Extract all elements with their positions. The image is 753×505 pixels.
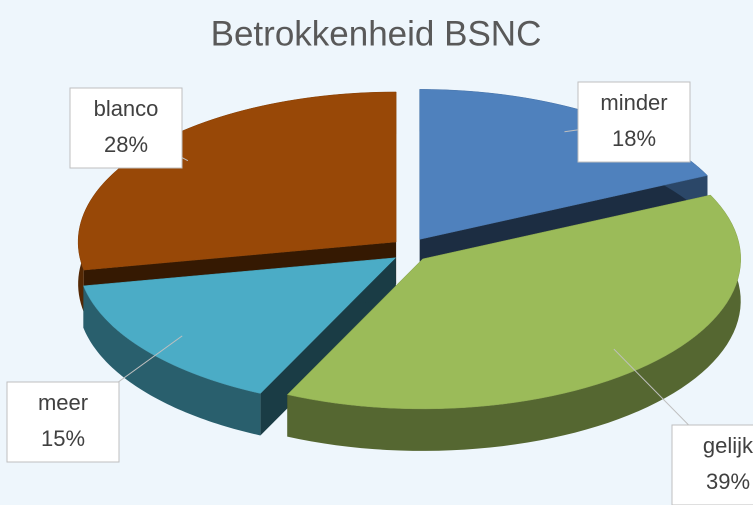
- data-label-value: 28%: [104, 132, 148, 157]
- data-label-box: [6, 381, 120, 463]
- slice-rim: [83, 285, 261, 436]
- data-label-box: [577, 81, 691, 163]
- slice-top: [286, 194, 741, 410]
- data-label-value: 18%: [612, 126, 656, 151]
- chart-title: Betrokkenheid BSNC: [211, 14, 542, 53]
- data-label-name: gelijk: [703, 433, 753, 458]
- data-label-box: [671, 424, 753, 505]
- data-label-value: 39%: [706, 469, 750, 494]
- pie-slice: [286, 194, 741, 451]
- slice-top: [83, 257, 397, 394]
- data-label-name: meer: [38, 390, 88, 415]
- data-label-box: [69, 87, 183, 169]
- data-label-name: minder: [600, 90, 667, 115]
- slice-rim: [287, 195, 741, 451]
- data-label-value: 15%: [41, 426, 85, 451]
- data-label-name: blanco: [94, 96, 159, 121]
